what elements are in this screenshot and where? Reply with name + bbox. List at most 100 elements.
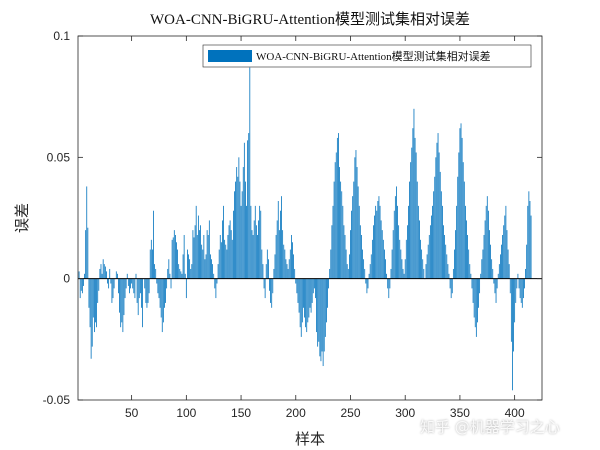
bar [338,133,339,279]
bar [280,210,281,279]
bar [228,225,230,279]
bar [482,249,484,279]
bar [404,259,406,279]
plot-area [78,36,542,400]
bar [389,278,391,289]
bar [452,268,454,279]
bar [121,278,123,323]
bar [236,167,238,279]
bar [125,278,127,289]
bar [156,278,158,284]
bar [197,215,199,279]
chart-title: WOA-CNN-BiGRU-Attention模型测试集相对误差 [150,11,470,28]
bar [449,278,451,289]
bar [284,249,286,279]
bar [230,230,232,279]
bar [401,259,403,279]
bar [92,278,94,318]
bar [523,278,524,299]
bar [295,278,297,284]
bar [339,167,340,279]
bar [345,249,347,279]
bar [480,273,482,279]
bar [305,278,307,328]
y-tick-label: 0 [63,272,70,286]
bar [342,205,344,279]
bar [264,278,266,299]
bar [312,278,314,294]
bar [201,244,203,279]
bar [496,278,498,289]
bar [371,239,373,279]
bar [126,273,128,279]
bar [346,264,348,279]
bar [188,254,189,279]
bar [335,152,337,279]
bar [170,278,172,289]
bar [160,278,162,318]
bar [519,278,521,299]
bar [167,268,169,279]
bar [502,234,503,279]
bar [138,278,140,299]
bar [351,210,352,279]
bar [238,157,240,279]
bar [343,225,345,279]
bar [448,273,450,279]
bar [385,259,386,279]
bar [356,167,358,279]
bar [83,278,84,286]
bar [370,254,372,279]
bar [439,171,441,279]
y-tick-label: 0.05 [47,150,71,164]
bar [298,278,300,313]
bar [407,225,408,279]
bar [204,259,206,279]
bar [427,244,429,279]
bar [437,133,439,279]
bar [525,268,526,279]
bar [122,278,124,333]
bar [308,278,310,318]
bar [81,278,83,294]
bar [510,278,512,342]
bar [271,278,273,308]
bar [233,210,234,279]
bar [249,67,251,279]
bar [254,205,256,279]
bar [328,278,329,289]
bar [440,191,442,279]
bar [442,205,443,279]
bar [155,268,157,279]
bar [303,278,304,308]
bar [384,249,385,279]
bar [433,191,435,279]
bar [515,278,517,303]
bar [130,278,131,289]
bar [392,230,394,279]
bar [88,278,90,308]
bar [273,268,275,279]
bar [486,196,488,279]
bar [352,196,354,279]
bar [313,278,315,289]
bar [172,237,174,279]
bar [403,273,405,279]
bar [212,264,213,279]
bar [425,264,427,279]
bar [147,278,149,303]
bar [412,128,414,279]
bar [224,239,226,279]
legend-label: WOA-CNN-BiGRU-Attention模型测试集相对误差 [256,49,491,63]
bar [506,230,508,279]
bar [278,230,280,279]
bar [94,278,95,333]
bar [455,230,456,279]
bar [146,278,148,308]
bar [438,152,440,279]
bar [527,205,529,279]
bar [171,239,173,279]
bar [475,278,477,337]
x-axis-ticks: 50 100 150 200 250 300 350 400 [125,36,525,420]
bar [445,244,447,279]
